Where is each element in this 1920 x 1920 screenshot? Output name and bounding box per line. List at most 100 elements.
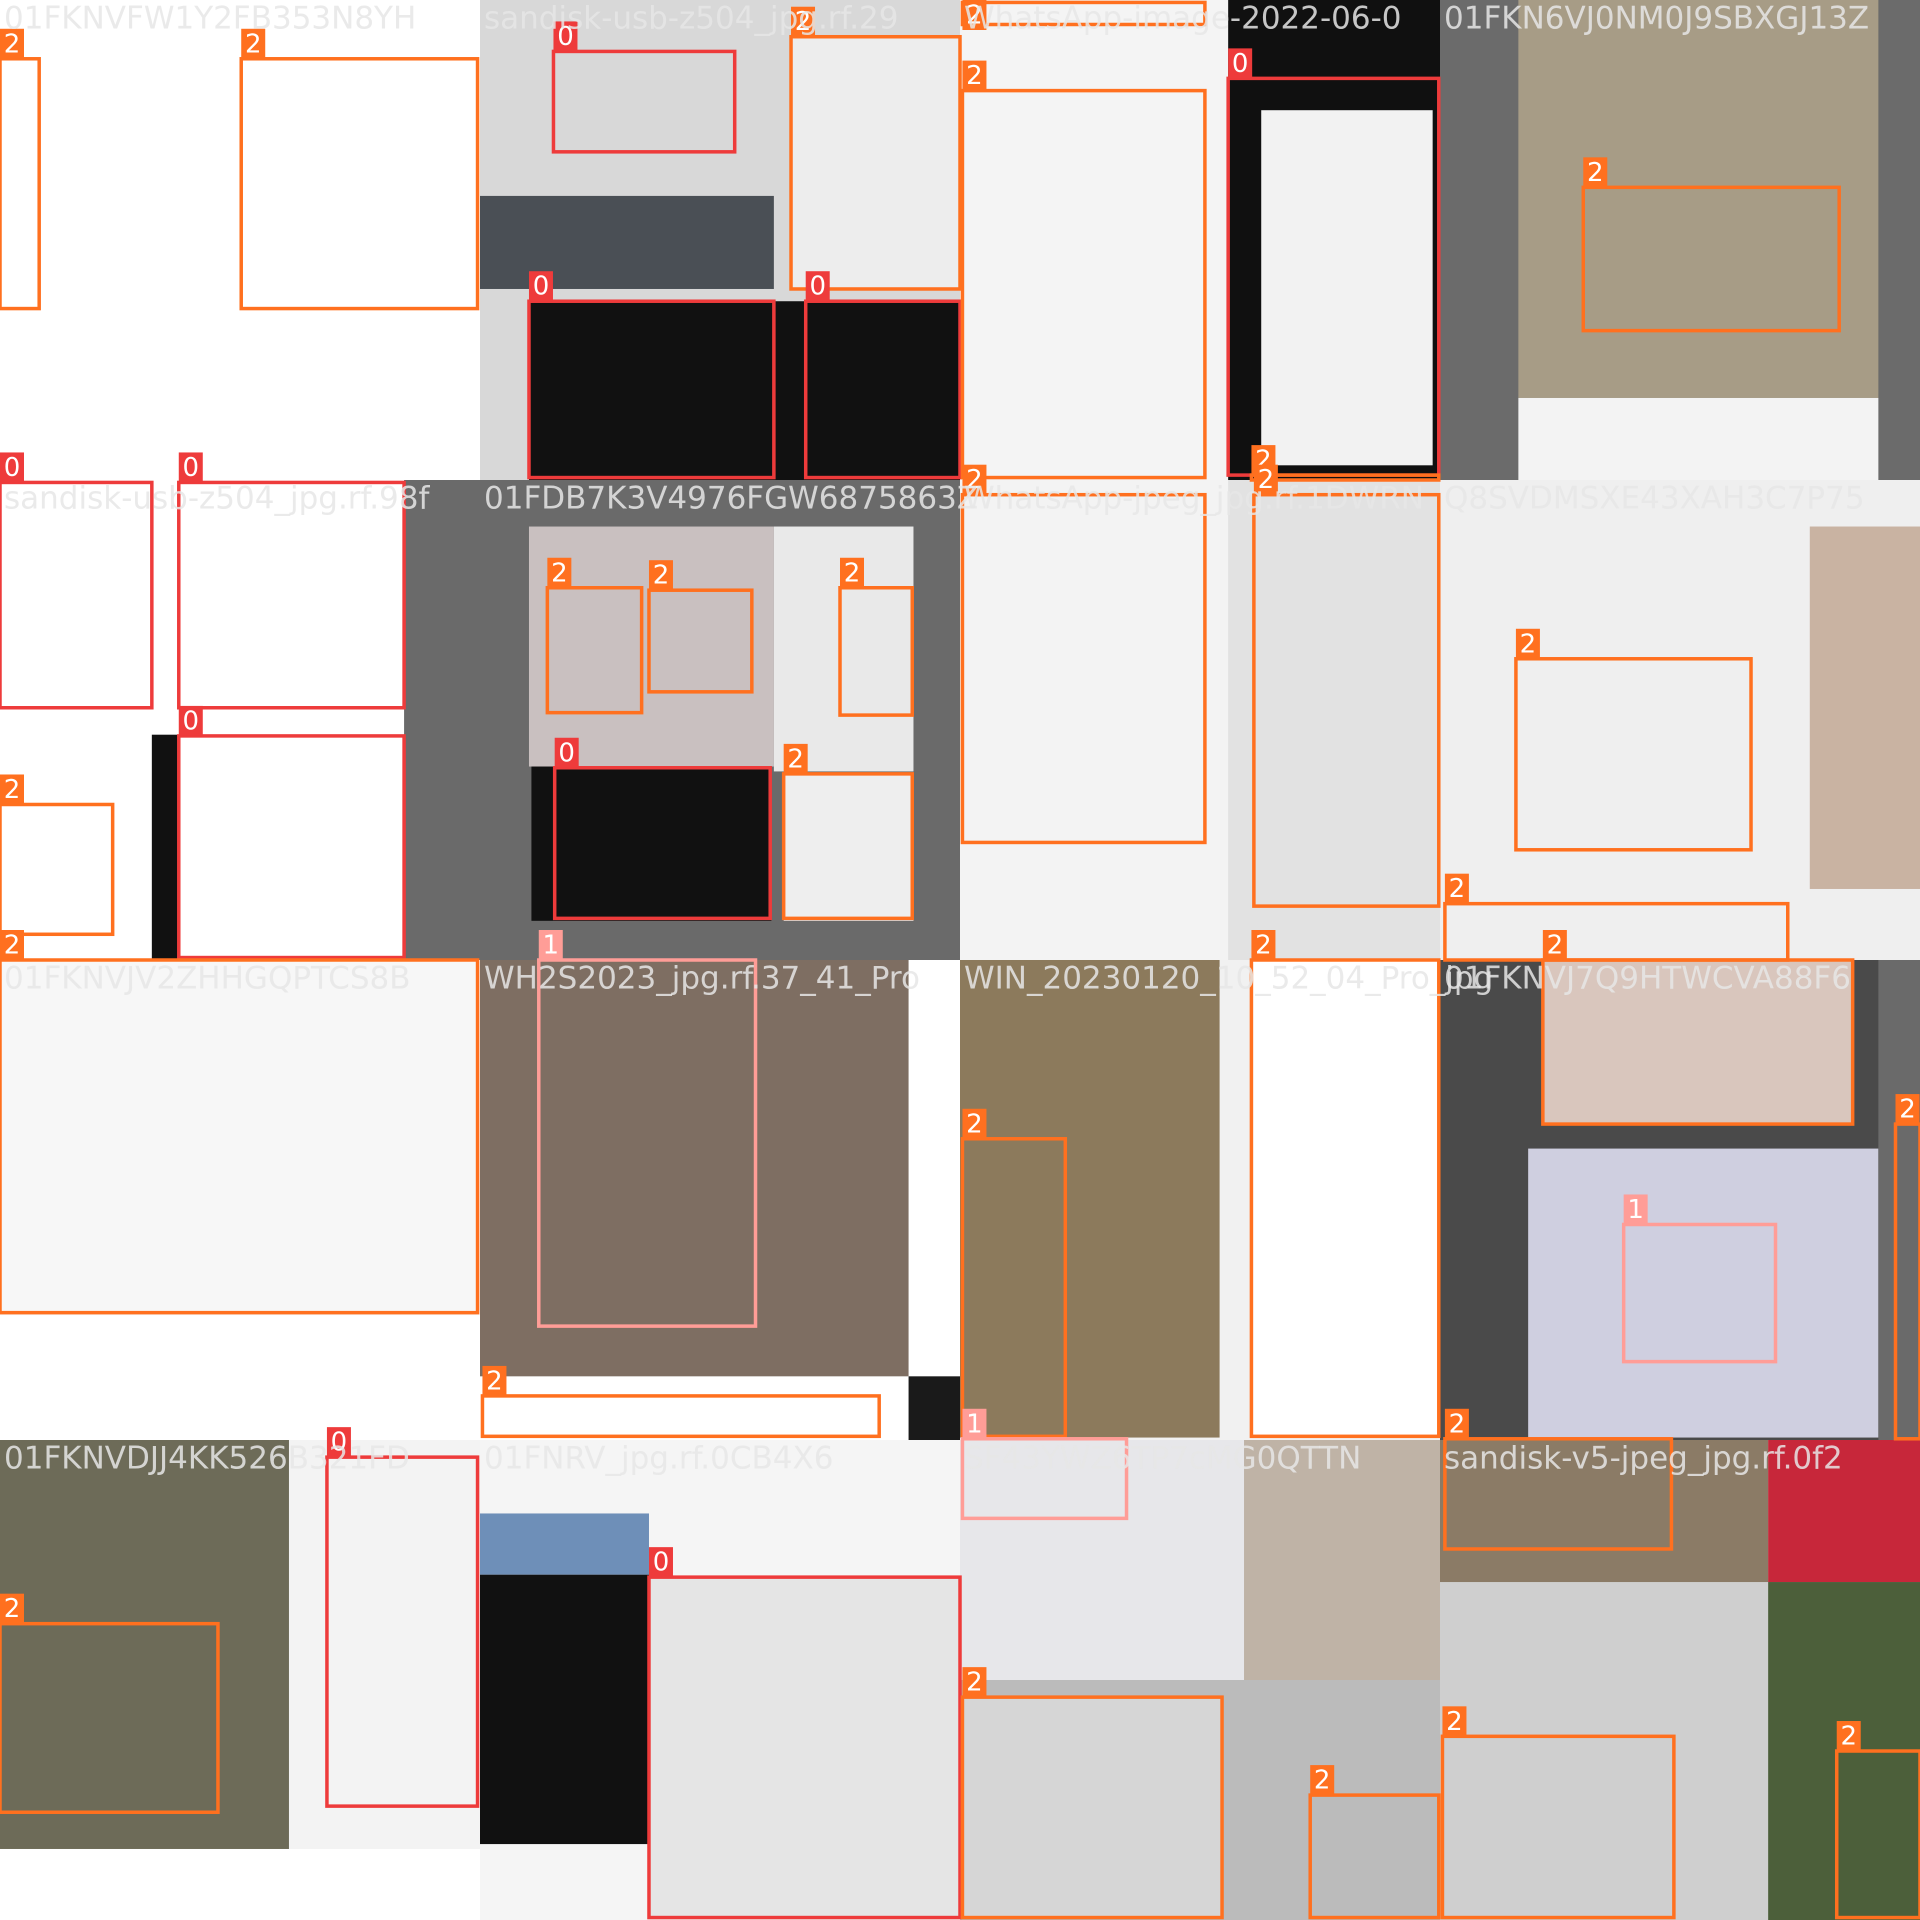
tile — [1440, 1440, 1920, 1920]
bounding-box — [1581, 185, 1841, 333]
class-tag-bg — [178, 452, 203, 483]
class-tag: 2 — [1449, 874, 1466, 904]
class-tag: 1 — [1627, 1195, 1644, 1225]
scene-region — [962, 1697, 1223, 1918]
bounding-box — [0, 1621, 220, 1814]
bounding-box — [1834, 1749, 1920, 1920]
class-tag-bg — [0, 452, 24, 483]
bounding-box — [1249, 958, 1441, 1439]
bounding-box — [0, 958, 480, 1315]
class-tag: 2 — [653, 561, 670, 591]
bounding-box — [1249, 473, 1441, 482]
class-tag: 2 — [1840, 1722, 1857, 1752]
scene-region — [480, 960, 909, 1377]
class-tag: 2 — [245, 29, 262, 59]
bounding-box — [177, 480, 406, 710]
filename: WhatsApp-jpeg_jpg.rf.1DWRN — [964, 480, 1424, 516]
tile — [1440, 480, 1920, 960]
bounding-box — [545, 586, 644, 715]
class-tag-bg — [783, 743, 808, 774]
bounding-box — [552, 766, 772, 921]
scene-region — [1809, 526, 1920, 889]
scene-region — [1528, 1148, 1879, 1438]
class-tag-bg — [1444, 873, 1469, 904]
scene-region — [404, 480, 480, 960]
scene-region — [960, 960, 1220, 1438]
bounding-box — [781, 772, 914, 921]
class-tag-bg — [962, 60, 987, 91]
class-tag: 2 — [787, 744, 804, 774]
class-tag-bg — [1623, 1194, 1648, 1225]
tile — [480, 0, 960, 480]
scene-region — [480, 1513, 649, 1575]
filename: Q8SVDMSXE43XAH3C7P75 — [1444, 480, 1865, 516]
class-tag: 0 — [557, 22, 574, 52]
class-tag-bg — [648, 560, 673, 591]
class-tag: 2 — [4, 775, 21, 805]
class-tag: 2 — [551, 558, 568, 588]
filename: 01FKNVDJJ4KK526B321FD — [4, 1440, 410, 1476]
class-tag-bg — [840, 557, 864, 588]
filename: sandisk-v5-jpeg_jpg.rf.0f2 — [1444, 1440, 1843, 1476]
class-tag-bg — [0, 1593, 24, 1624]
class-tag-bg — [962, 1108, 987, 1139]
tile — [480, 480, 960, 960]
class-tag: 1 — [543, 931, 560, 961]
filename: WhatsApp-image-2022-06-0 — [964, 0, 1402, 36]
scene-region — [151, 734, 179, 960]
filename: 01FDB7K3V4976FGW6875863Z — [484, 480, 978, 516]
class-tag: 2 — [1899, 1095, 1916, 1125]
scene-region — [1878, 960, 1920, 1440]
class-tag: 2 — [1258, 465, 1275, 495]
tile — [960, 0, 1440, 480]
scene-region — [480, 1574, 649, 1845]
class-tag: 2 — [1449, 1409, 1466, 1439]
scene-region — [1251, 960, 1440, 1438]
class-tag: 0 — [809, 272, 826, 302]
bounding-box — [239, 57, 480, 311]
bounding-box — [960, 88, 1207, 480]
class-tag: 2 — [966, 61, 983, 91]
class-tag-bg — [547, 557, 572, 588]
bounding-box — [480, 1394, 881, 1439]
class-tag: 2 — [1446, 1707, 1463, 1737]
filename: sandisk-usb-z504_jpg.rf.98f — [4, 480, 431, 516]
class-tag: 2 — [486, 1366, 503, 1396]
class-tag-bg — [178, 705, 203, 736]
bounding-box — [1443, 1437, 1674, 1551]
scene-region — [1228, 480, 1440, 960]
scene-region — [783, 773, 914, 921]
class-tag-bg — [1836, 1721, 1861, 1752]
bounding-box — [647, 588, 754, 694]
class-tag: 0 — [331, 1428, 348, 1458]
scene-region — [1542, 960, 1853, 1125]
scene-region — [480, 195, 774, 289]
bounding-box — [960, 1437, 1129, 1521]
class-tag: 0 — [558, 738, 575, 768]
class-tag-bg — [962, 1667, 987, 1698]
bounding-box — [325, 1455, 480, 1808]
class-tag-bg — [241, 28, 266, 59]
class-tag-bg — [1542, 930, 1567, 960]
class-tag: 2 — [1255, 931, 1272, 961]
class-tag: 2 — [4, 29, 21, 59]
class-tag-bg — [1583, 157, 1608, 188]
class-tag-bg — [1442, 1706, 1467, 1737]
scene-region — [0, 960, 480, 1316]
scene-region — [0, 1440, 289, 1849]
scene-region — [1440, 1440, 1769, 1583]
class-tag-bg — [791, 6, 816, 37]
class-tag-bg — [528, 271, 553, 302]
bounding-box — [1514, 657, 1753, 852]
class-tag-bg — [1895, 1094, 1920, 1125]
class-tag-bg — [1251, 930, 1276, 960]
bounding-box — [537, 958, 758, 1328]
filename: 01FNRV_jpg.rf.0CB4X6 — [484, 1440, 833, 1476]
class-tag: 2 — [1587, 158, 1604, 188]
scene-region — [791, 36, 960, 289]
bounding-box — [960, 1137, 1068, 1439]
filename: 01FKN6VJ0NM0J9SBXGJ13Z — [1444, 0, 1869, 36]
class-tag: 2 — [4, 931, 21, 961]
tile — [0, 480, 480, 960]
